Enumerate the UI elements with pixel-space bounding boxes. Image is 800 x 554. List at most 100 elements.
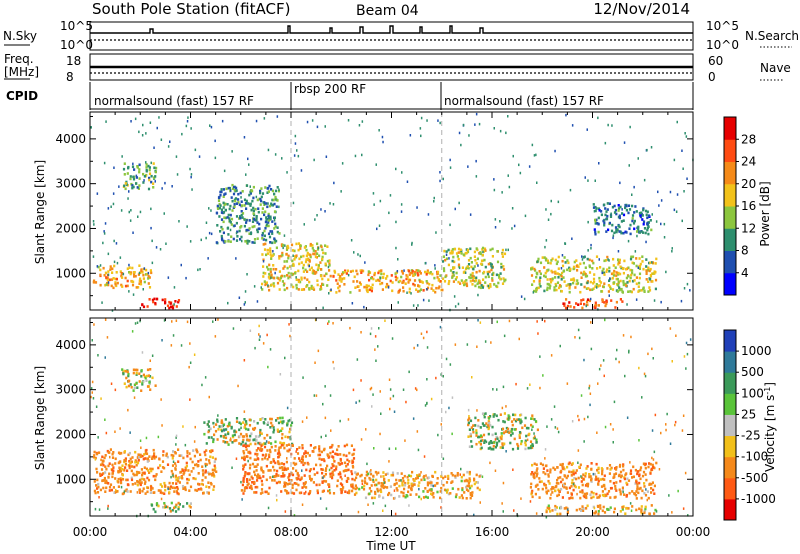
heatmap-cell — [192, 477, 195, 480]
heatmap-cell — [151, 487, 154, 490]
heatmap-cell — [146, 476, 149, 480]
heatmap-cell — [561, 254, 564, 257]
heatmap-cell — [456, 255, 459, 258]
heatmap-cell — [411, 271, 414, 275]
heatmap-cell — [169, 140, 171, 143]
heatmap-cell — [593, 472, 596, 476]
heatmap-cell — [248, 240, 251, 243]
heatmap-cell — [523, 297, 526, 301]
heatmap-cell — [331, 472, 334, 475]
heatmap-cell — [143, 179, 145, 182]
heatmap-cell — [419, 288, 423, 291]
heatmap-cell — [302, 270, 305, 273]
heatmap-cell — [507, 248, 509, 252]
heatmap-cell — [118, 466, 121, 470]
heatmap-cell — [177, 507, 180, 511]
heatmap-cell — [308, 260, 311, 263]
heatmap-cell — [601, 269, 604, 273]
heatmap-cell — [269, 253, 272, 256]
heatmap-cell — [533, 432, 535, 435]
heatmap-cell — [396, 276, 399, 280]
heatmap-cell — [610, 466, 613, 470]
heatmap-cell — [538, 280, 541, 283]
heatmap-cell — [638, 439, 640, 442]
heatmap-cell — [309, 255, 312, 259]
heatmap-cell — [269, 476, 272, 479]
heatmap-cell — [313, 252, 316, 256]
heatmap-cell — [530, 492, 533, 496]
heatmap-cell — [267, 148, 270, 152]
heatmap-cell — [622, 334, 625, 337]
heatmap-cell — [654, 466, 656, 470]
heatmap-cell — [588, 271, 592, 274]
heatmap-cell — [650, 146, 653, 149]
heatmap-cell — [248, 478, 251, 482]
heatmap-cell — [123, 184, 126, 188]
heatmap-cell — [259, 191, 262, 195]
colorbar-swatch — [724, 206, 736, 229]
heatmap-cell — [194, 477, 197, 481]
heatmap-cell — [131, 483, 134, 486]
heatmap-cell — [158, 457, 161, 461]
heatmap-cell — [601, 472, 604, 476]
station-title: South Pole Station (fitACF) — [92, 0, 290, 18]
heatmap-cell — [256, 300, 259, 303]
heatmap-cell — [346, 458, 349, 462]
heatmap-cell — [177, 501, 180, 505]
heatmap-cell — [443, 249, 446, 253]
heatmap-cell — [336, 479, 339, 482]
heatmap-cell — [327, 456, 330, 459]
heatmap-cell — [517, 418, 520, 421]
heatmap-cell — [293, 154, 296, 157]
heatmap-cell — [195, 489, 199, 492]
heatmap-cell — [148, 172, 152, 175]
heatmap-cell — [561, 464, 564, 468]
heatmap-cell — [483, 258, 486, 262]
heatmap-cell — [287, 491, 290, 495]
heatmap-cell — [357, 253, 359, 256]
heatmap-cell — [121, 464, 124, 467]
heatmap-cell — [445, 410, 447, 414]
heatmap-cell — [104, 490, 107, 493]
heatmap-cell — [272, 282, 275, 285]
heatmap-cell — [608, 259, 610, 262]
heatmap-cell — [332, 458, 335, 462]
heatmap-cell — [631, 217, 634, 220]
heatmap-cell — [137, 273, 140, 276]
heatmap-cell — [320, 458, 323, 461]
colorbar-swatch — [724, 228, 736, 251]
heatmap-cell — [205, 463, 208, 466]
heatmap-cell — [566, 304, 570, 308]
heatmap-cell — [546, 286, 549, 290]
heatmap-cell — [324, 385, 326, 388]
heatmap-cell — [154, 180, 156, 183]
heatmap-cell — [478, 435, 481, 439]
heatmap-cell — [195, 463, 198, 466]
heatmap-cell — [142, 181, 145, 184]
heatmap-cell — [238, 428, 241, 432]
heatmap-cell — [180, 454, 183, 457]
heatmap-cell — [403, 474, 406, 478]
heatmap-cell — [424, 262, 427, 265]
heatmap-cell — [573, 476, 576, 480]
heatmap-cell — [532, 280, 536, 283]
heatmap-cell — [252, 185, 255, 189]
heatmap-cell — [363, 285, 366, 289]
heatmap-cell — [199, 458, 202, 462]
heatmap-cell — [268, 272, 271, 276]
heatmap-cell — [164, 181, 166, 185]
heatmap-cell — [176, 476, 179, 480]
heatmap-cell — [107, 507, 109, 510]
heatmap-cell — [645, 265, 648, 268]
heatmap-cell — [501, 248, 504, 252]
heatmap-cell — [621, 300, 624, 303]
heatmap-cell — [127, 197, 129, 200]
heatmap-cell — [201, 479, 204, 482]
heatmap-cell — [402, 280, 405, 284]
heatmap-cell — [114, 477, 117, 480]
heatmap-cell — [438, 285, 441, 288]
heatmap-cell — [491, 255, 494, 258]
heatmap-cell — [648, 483, 651, 486]
heatmap-cell — [354, 471, 357, 474]
heatmap-cell — [597, 477, 600, 481]
